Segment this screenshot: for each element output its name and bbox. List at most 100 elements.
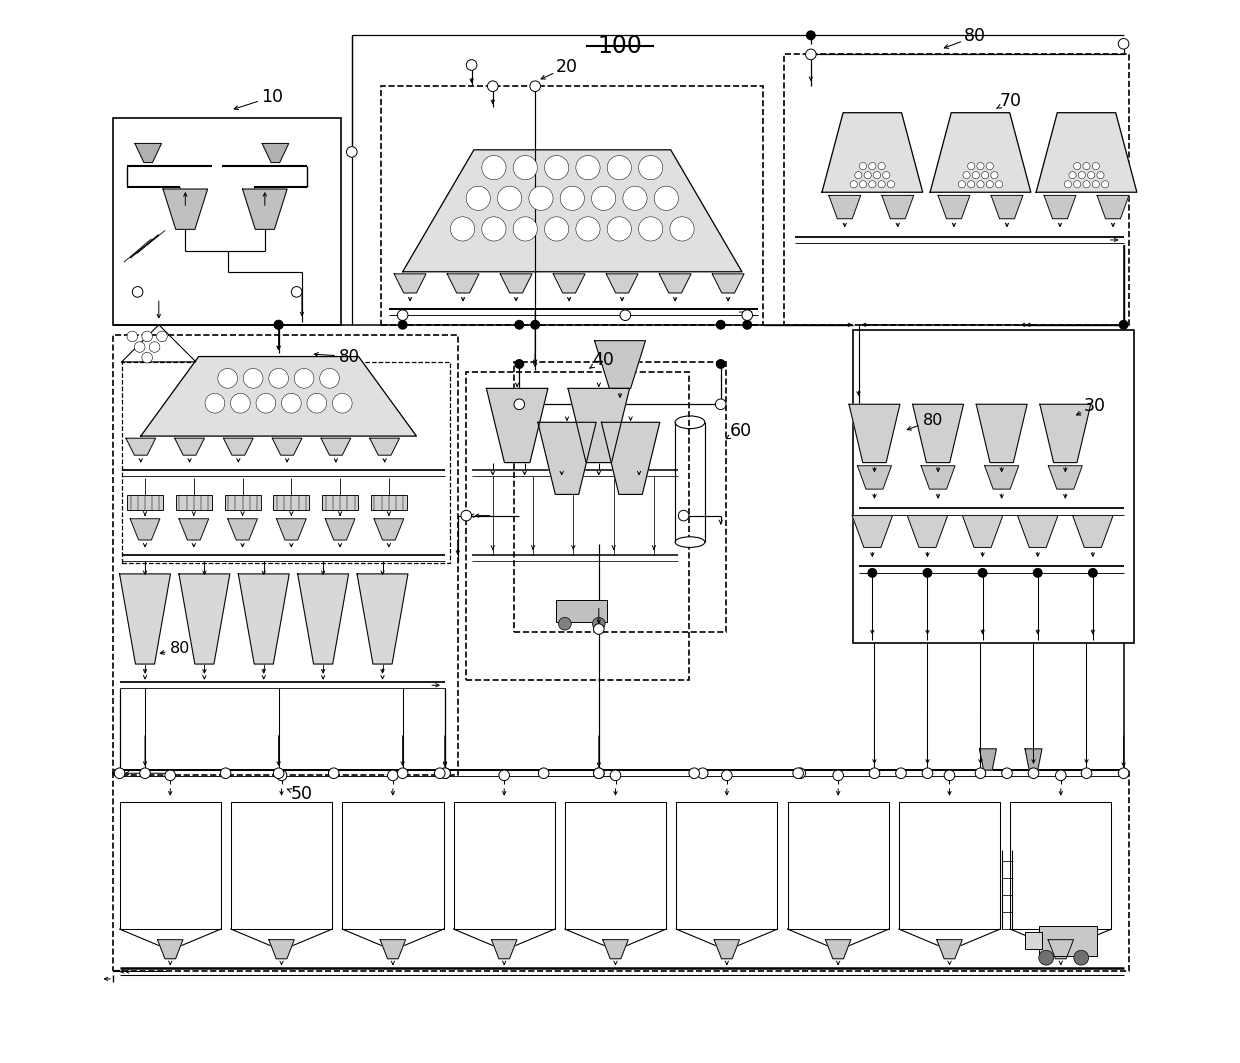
Polygon shape — [175, 438, 205, 455]
Circle shape — [397, 310, 408, 321]
Circle shape — [544, 155, 569, 180]
Polygon shape — [849, 404, 900, 462]
Bar — [122, 361, 450, 563]
Polygon shape — [277, 519, 306, 540]
Circle shape — [869, 767, 879, 778]
Polygon shape — [603, 940, 629, 959]
Circle shape — [859, 163, 867, 170]
Circle shape — [854, 171, 862, 179]
Polygon shape — [298, 574, 348, 664]
Circle shape — [294, 369, 314, 388]
Circle shape — [697, 767, 708, 778]
Circle shape — [141, 331, 153, 341]
Circle shape — [466, 186, 490, 210]
Polygon shape — [601, 422, 660, 494]
Circle shape — [231, 393, 250, 414]
Text: 100: 100 — [598, 34, 642, 58]
FancyBboxPatch shape — [1039, 926, 1097, 956]
Bar — [454, 802, 554, 929]
Circle shape — [141, 352, 153, 362]
Polygon shape — [374, 519, 404, 540]
Circle shape — [575, 217, 600, 241]
Polygon shape — [491, 940, 517, 959]
Circle shape — [134, 341, 145, 352]
Circle shape — [689, 767, 699, 778]
Polygon shape — [262, 144, 289, 163]
Circle shape — [1039, 950, 1054, 965]
Circle shape — [1118, 767, 1128, 778]
Circle shape — [466, 60, 477, 70]
Circle shape — [883, 171, 890, 179]
Circle shape — [515, 359, 523, 368]
Text: 80: 80 — [170, 641, 190, 656]
Circle shape — [281, 393, 301, 414]
Polygon shape — [822, 113, 923, 192]
Polygon shape — [243, 189, 288, 230]
Bar — [513, 361, 727, 632]
Circle shape — [482, 217, 506, 241]
Polygon shape — [179, 519, 208, 540]
Circle shape — [878, 181, 885, 188]
Polygon shape — [273, 438, 301, 455]
Polygon shape — [269, 940, 294, 959]
Circle shape — [440, 767, 450, 778]
Circle shape — [538, 767, 549, 778]
Bar — [899, 802, 1001, 929]
Circle shape — [1074, 181, 1081, 188]
Polygon shape — [714, 940, 739, 959]
Text: 30: 30 — [1084, 398, 1106, 416]
Polygon shape — [553, 274, 585, 293]
Polygon shape — [568, 388, 630, 462]
Circle shape — [967, 163, 975, 170]
Circle shape — [1079, 171, 1085, 179]
Circle shape — [461, 510, 471, 521]
Circle shape — [1074, 950, 1089, 965]
Circle shape — [975, 767, 986, 778]
Polygon shape — [980, 748, 997, 770]
Polygon shape — [370, 438, 399, 455]
Polygon shape — [1018, 516, 1058, 547]
Polygon shape — [381, 940, 405, 959]
Polygon shape — [403, 150, 742, 272]
Polygon shape — [936, 940, 962, 959]
Bar — [113, 118, 341, 325]
Circle shape — [218, 369, 238, 388]
Polygon shape — [939, 196, 970, 219]
Polygon shape — [500, 274, 532, 293]
Text: 50: 50 — [291, 786, 312, 804]
Polygon shape — [1073, 516, 1114, 547]
Bar — [126, 495, 162, 510]
Circle shape — [991, 171, 998, 179]
Polygon shape — [852, 516, 893, 547]
Circle shape — [482, 155, 506, 180]
Circle shape — [487, 81, 498, 91]
Circle shape — [982, 171, 988, 179]
Circle shape — [515, 321, 523, 328]
Circle shape — [1081, 767, 1091, 778]
Polygon shape — [985, 466, 1018, 489]
Bar — [565, 802, 666, 929]
Circle shape — [1002, 767, 1012, 778]
Circle shape — [859, 181, 867, 188]
Circle shape — [996, 181, 1003, 188]
Circle shape — [873, 171, 880, 179]
Circle shape — [594, 767, 604, 778]
Circle shape — [133, 287, 143, 298]
Circle shape — [608, 217, 631, 241]
Circle shape — [1083, 181, 1090, 188]
Circle shape — [591, 186, 616, 210]
Circle shape — [878, 163, 885, 170]
Circle shape — [715, 399, 727, 409]
Polygon shape — [1097, 196, 1128, 219]
Circle shape — [558, 618, 572, 630]
Circle shape — [593, 618, 605, 630]
Bar — [231, 802, 332, 929]
Circle shape — [531, 321, 539, 328]
Circle shape — [722, 770, 732, 780]
Circle shape — [864, 171, 872, 179]
Circle shape — [986, 181, 993, 188]
Circle shape — [1055, 770, 1066, 780]
Circle shape — [1118, 38, 1128, 49]
Circle shape — [608, 155, 631, 180]
Circle shape — [959, 181, 966, 188]
